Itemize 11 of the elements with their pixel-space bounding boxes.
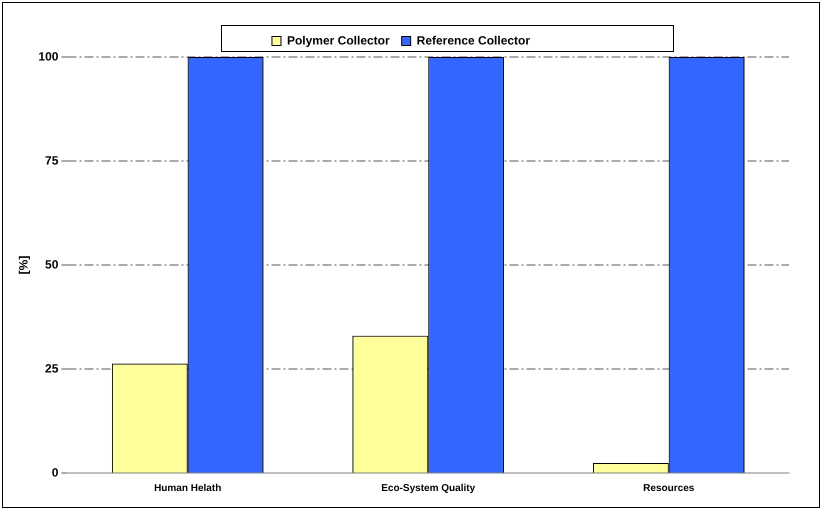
y-tick-label: 0: [52, 465, 59, 480]
y-tick-label: 25: [45, 361, 59, 376]
y-tick-label: 75: [45, 153, 59, 168]
legend-label: Reference Collector: [416, 33, 530, 48]
y-tick-label: 100: [38, 49, 59, 64]
legend-label: Polymer Collector: [286, 33, 390, 48]
x-tick-label: Resources: [643, 482, 695, 494]
x-tick-label: Human Helath: [154, 482, 222, 494]
x-tick-label: Eco-System Quality: [381, 482, 476, 494]
y-axis-title: [%]: [16, 256, 31, 274]
y-tick-label: 50: [45, 257, 59, 272]
